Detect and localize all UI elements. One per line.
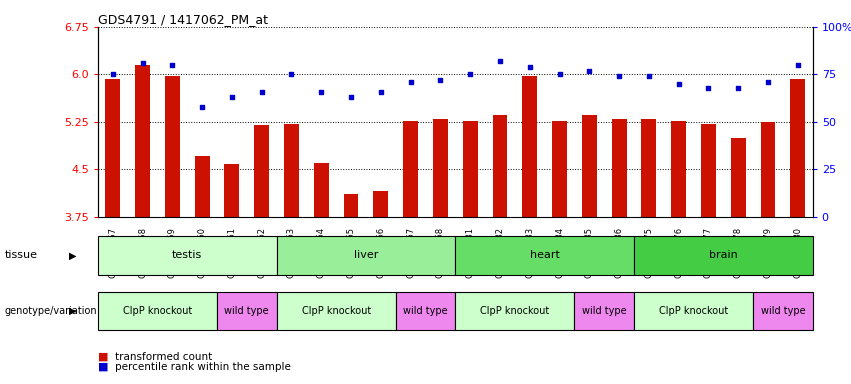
Text: ■: ■	[98, 362, 108, 372]
Bar	[463, 121, 477, 217]
Text: brain: brain	[709, 250, 738, 260]
Bar	[731, 138, 745, 217]
Bar	[634, 236, 813, 275]
Bar	[455, 292, 574, 330]
Bar	[455, 236, 634, 275]
Bar	[493, 115, 507, 217]
Text: GDS4791 / 1417062_PM_at: GDS4791 / 1417062_PM_at	[98, 13, 268, 26]
Point	[196, 104, 209, 110]
Point	[344, 94, 357, 100]
Text: heart: heart	[529, 250, 560, 260]
Bar	[634, 292, 753, 330]
Text: ClpP knockout: ClpP knockout	[123, 306, 192, 316]
Point	[225, 94, 238, 100]
Point	[523, 64, 536, 70]
Text: percentile rank within the sample: percentile rank within the sample	[115, 362, 291, 372]
Bar	[217, 292, 277, 330]
Text: ■: ■	[98, 352, 108, 362]
Point	[761, 79, 774, 85]
Bar	[642, 119, 656, 217]
Bar	[403, 121, 418, 217]
Bar	[165, 76, 180, 217]
Point	[642, 73, 655, 79]
Text: wild type: wild type	[225, 306, 269, 316]
Bar	[98, 236, 277, 275]
Bar	[701, 124, 716, 217]
Bar	[582, 115, 597, 217]
Bar	[574, 292, 634, 330]
Point	[136, 60, 150, 66]
Bar	[374, 191, 388, 217]
Bar	[396, 292, 455, 330]
Bar	[195, 156, 209, 217]
Bar	[277, 292, 396, 330]
Bar	[791, 79, 805, 217]
Bar	[284, 124, 299, 217]
Point	[403, 79, 417, 85]
Point	[433, 77, 448, 83]
Bar	[225, 164, 239, 217]
Text: liver: liver	[354, 250, 378, 260]
Point	[255, 88, 269, 94]
Text: testis: testis	[172, 250, 203, 260]
Bar	[753, 292, 813, 330]
Text: genotype/variation: genotype/variation	[4, 306, 97, 316]
Point	[553, 71, 567, 78]
Bar	[761, 122, 775, 217]
Text: ClpP knockout: ClpP knockout	[301, 306, 371, 316]
Text: wild type: wild type	[761, 306, 805, 316]
Bar	[254, 125, 269, 217]
Text: ▶: ▶	[69, 250, 76, 260]
Point	[612, 73, 625, 79]
Point	[315, 88, 328, 94]
Text: wild type: wild type	[582, 306, 626, 316]
Point	[284, 71, 298, 78]
Point	[374, 88, 387, 94]
Text: ClpP knockout: ClpP knockout	[480, 306, 550, 316]
Text: ▶: ▶	[69, 306, 76, 316]
Text: ClpP knockout: ClpP knockout	[659, 306, 728, 316]
Point	[165, 62, 179, 68]
Bar	[98, 292, 217, 330]
Point	[672, 81, 686, 87]
Point	[731, 84, 745, 91]
Point	[701, 84, 715, 91]
Bar	[277, 236, 455, 275]
Bar	[135, 65, 150, 217]
Bar	[344, 194, 358, 217]
Bar	[612, 119, 626, 217]
Bar	[552, 121, 567, 217]
Point	[463, 71, 477, 78]
Bar	[314, 163, 328, 217]
Bar	[671, 121, 686, 217]
Bar	[106, 79, 120, 217]
Text: transformed count: transformed count	[115, 352, 212, 362]
Point	[791, 62, 805, 68]
Point	[582, 68, 596, 74]
Bar	[523, 76, 537, 217]
Text: tissue: tissue	[4, 250, 37, 260]
Bar	[433, 119, 448, 217]
Text: wild type: wild type	[403, 306, 448, 316]
Point	[106, 71, 119, 78]
Point	[493, 58, 506, 64]
